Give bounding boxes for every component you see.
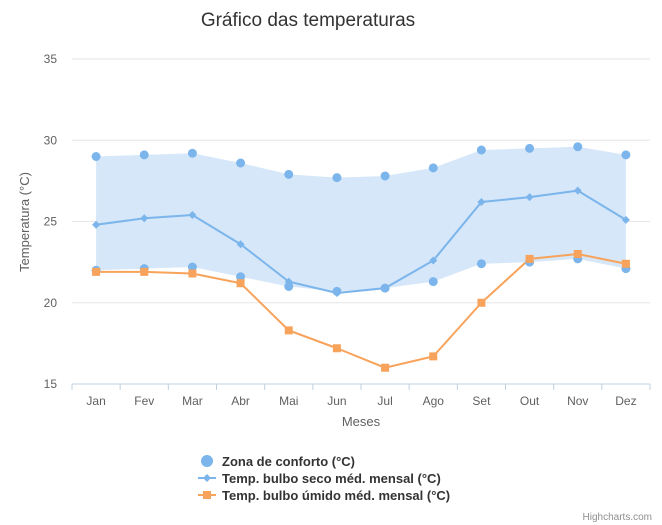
dry-bulb-point[interactable] <box>236 240 245 249</box>
wet-bulb-line[interactable] <box>96 253 627 369</box>
comfort-zone-high-point[interactable] <box>187 148 197 158</box>
x-axis-title: Meses <box>342 414 381 429</box>
y-tick-label: 25 <box>44 215 58 229</box>
x-tick-label: Jun <box>327 394 346 408</box>
comfort-zone-area <box>96 146 626 292</box>
x-axis-labels: Jan Fev Mar Abr Mai Jun Jul Ago Set Out Nov Dez <box>86 394 636 408</box>
dry-bulb-point[interactable] <box>381 284 390 293</box>
dry-bulb-point[interactable] <box>140 214 149 223</box>
legend-square-marker <box>203 491 211 499</box>
y-axis-labels: 15 20 25 30 35 <box>44 52 58 391</box>
wet-bulb-point[interactable] <box>284 326 293 335</box>
dry-bulb-point[interactable] <box>525 193 534 202</box>
x-tick-label: Abr <box>231 394 250 408</box>
x-tick-label: Out <box>520 394 540 408</box>
x-tick-label: Mar <box>182 394 203 408</box>
y-axis-title: Temperatura (°C) <box>17 172 32 272</box>
comfort-zone-low-point[interactable] <box>428 277 438 287</box>
x-tick-label: Jul <box>377 394 392 408</box>
legend-item-wet-bulb[interactable]: Temp. bulbo úmido méd. mensal (°C) <box>198 488 450 503</box>
wet-bulb-point[interactable] <box>525 254 534 263</box>
series-lines <box>95 189 627 369</box>
y-tick-label: 20 <box>44 296 58 310</box>
dry-bulb-point[interactable] <box>429 256 438 265</box>
wet-bulb-point[interactable] <box>140 267 149 276</box>
wet-bulb-point[interactable] <box>381 363 390 372</box>
x-tick-label: Nov <box>567 394 588 408</box>
comfort-zone-high-point[interactable] <box>332 173 342 183</box>
legend-diamond-marker <box>203 474 211 482</box>
dry-bulb-line[interactable] <box>95 189 627 294</box>
legend-item-dry-bulb[interactable]: Temp. bulbo seco méd. mensal (°C) <box>198 471 441 486</box>
wet-bulb-point[interactable] <box>429 352 438 361</box>
comfort-zone-high-point[interactable] <box>284 169 294 179</box>
wet-bulb-point[interactable] <box>573 250 582 258</box>
y-tick-label: 30 <box>44 133 58 147</box>
wet-bulb-point[interactable] <box>188 269 197 278</box>
comfort-zone-high-point[interactable] <box>139 150 149 160</box>
comfort-zone-high-point[interactable] <box>525 143 535 153</box>
dry-bulb-point[interactable] <box>92 220 101 229</box>
legend-label-dry-bulb: Temp. bulbo seco méd. mensal (°C) <box>222 471 441 486</box>
legend[interactable]: Zona de conforto (°C) Temp. bulbo seco m… <box>198 454 450 503</box>
x-tick-label: Dez <box>615 394 636 408</box>
series-markers <box>91 142 631 372</box>
x-tick-label: Mai <box>279 394 298 408</box>
dry-bulb-point[interactable] <box>188 211 197 219</box>
comfort-zone-high-point[interactable] <box>476 145 486 155</box>
comfort-zone-low-point[interactable] <box>236 272 246 282</box>
wet-bulb-point[interactable] <box>621 259 630 268</box>
y-tick-label: 35 <box>44 52 58 66</box>
comfort-zone-low-point[interactable] <box>284 282 294 291</box>
legend-circle-marker <box>201 455 213 467</box>
dry-bulb-point[interactable] <box>284 277 293 286</box>
y-tick-label: 15 <box>44 377 58 391</box>
comfort-zone-high-point[interactable] <box>573 142 583 152</box>
comfort-zone-high-point[interactable] <box>621 150 631 160</box>
x-tick-label: Fev <box>134 394 154 408</box>
dry-bulb-point[interactable] <box>332 289 341 297</box>
x-tick-label: Ago <box>423 394 445 408</box>
comfort-zone-band <box>96 146 626 292</box>
comfort-zone-high-point[interactable] <box>91 152 101 161</box>
comfort-zone-low-point[interactable] <box>187 262 197 272</box>
comfort-zone-high-point[interactable] <box>428 163 438 173</box>
wet-bulb-point[interactable] <box>236 279 245 288</box>
legend-item-comfort-zone[interactable]: Zona de conforto (°C) <box>201 454 355 469</box>
dry-bulb-point[interactable] <box>621 215 630 224</box>
legend-label-wet-bulb: Temp. bulbo úmido méd. mensal (°C) <box>222 488 450 503</box>
wet-bulb-point[interactable] <box>332 344 341 353</box>
credits-link[interactable]: Highcharts.com <box>583 512 652 523</box>
comfort-zone-high-point[interactable] <box>236 158 246 168</box>
legend-label-comfort-zone: Zona de conforto (°C) <box>222 454 355 469</box>
comfort-zone-low-point[interactable] <box>476 259 486 269</box>
x-tick-label: Jan <box>86 394 105 408</box>
chart-title: Gráfico das temperaturas <box>201 10 415 31</box>
x-axis-ticks <box>71 384 651 390</box>
wet-bulb-point[interactable] <box>477 298 486 307</box>
comfort-zone-high-point[interactable] <box>380 171 390 181</box>
x-tick-label: Set <box>472 394 491 408</box>
dry-bulb-point[interactable] <box>477 198 486 206</box>
dry-bulb-point[interactable] <box>573 186 582 195</box>
wet-bulb-point[interactable] <box>92 267 101 276</box>
